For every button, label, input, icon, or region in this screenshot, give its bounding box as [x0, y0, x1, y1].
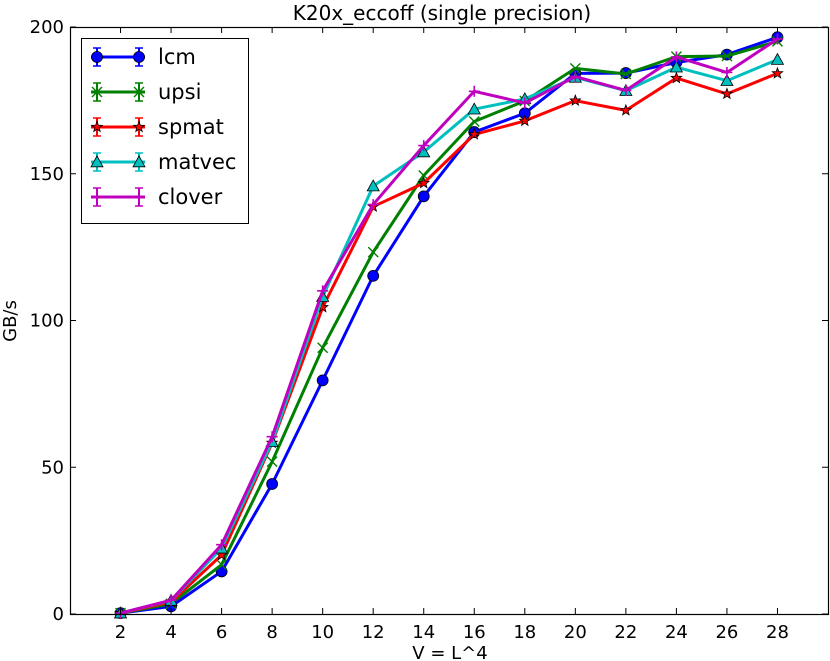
series-line-upsi: [120, 39, 778, 615]
data-point-upsi: [468, 116, 480, 128]
data-point-upsi: [317, 342, 329, 354]
x-tick-label: 6: [216, 622, 227, 643]
data-point-matvec: [770, 52, 785, 65]
legend-marker: [132, 120, 146, 133]
data-point-spmat: [619, 103, 633, 116]
data-point-upsi: [721, 50, 733, 62]
data-point-upsi: [620, 68, 632, 80]
legend-label: spmat: [158, 115, 224, 139]
data-point-spmat: [569, 94, 582, 107]
legend-label: lcm: [158, 45, 196, 69]
data-point-clover: [569, 71, 581, 83]
data-point-upsi: [266, 456, 278, 468]
data-point-clover: [620, 84, 632, 96]
x-tick-label: 28: [766, 622, 789, 643]
series-line-clover: [120, 37, 779, 615]
x-tick-label: 26: [715, 622, 738, 643]
x-tick-label: 2: [115, 622, 126, 643]
y-tick-label: 100: [30, 311, 64, 332]
legend-entry-clover: clover: [91, 185, 223, 209]
data-point-clover: [266, 431, 278, 443]
data-point-upsi: [216, 559, 228, 571]
series-layer: [113, 31, 785, 620]
legend-entry-spmat: spmat: [90, 115, 224, 139]
legend-marker: [91, 86, 103, 98]
data-point-matvec: [720, 73, 734, 86]
x-tick-label: 18: [513, 622, 536, 643]
legend: lcm upsi spmat matvec clover: [81, 38, 249, 224]
x-axis-label: V = L^4: [412, 643, 487, 661]
data-point-clover: [771, 33, 783, 45]
x-tick-label: 10: [311, 622, 334, 643]
x-tick-label: 16: [463, 622, 486, 643]
y-tick-label: 200: [30, 17, 64, 38]
legend-marker: [133, 86, 145, 98]
data-point-spmat: [417, 176, 431, 189]
series-matvec: [113, 52, 785, 619]
legend-label: clover: [158, 185, 223, 209]
series-clover: [115, 33, 783, 619]
x-tick-label: 14: [412, 622, 435, 643]
data-point-clover: [367, 199, 379, 211]
legend-entry-upsi: upsi: [91, 80, 201, 104]
x-tick-label: 20: [564, 622, 587, 643]
x-tick-label: 8: [266, 622, 277, 643]
legend-marker: [91, 51, 103, 63]
x-tick-label: 4: [165, 622, 176, 643]
legend-marker: [90, 120, 104, 133]
data-point-spmat: [518, 114, 532, 127]
data-point-lcm: [266, 478, 279, 490]
legend-marker: [91, 191, 103, 203]
data-point-lcm: [367, 269, 380, 282]
legend-marker: [133, 51, 145, 63]
x-tick-label: 24: [665, 622, 688, 643]
data-point-spmat: [670, 71, 683, 84]
data-point-clover: [165, 594, 177, 606]
legend-marker: [133, 191, 145, 203]
legend-marker: [132, 155, 146, 168]
x-tick-label: 22: [614, 622, 637, 643]
data-point-spmat: [720, 87, 734, 100]
y-axis-label: GB/s: [0, 300, 21, 342]
data-point-clover: [216, 539, 228, 551]
data-point-lcm: [417, 190, 430, 203]
data-point-clover: [721, 66, 733, 78]
data-point-clover: [468, 85, 480, 97]
legend-entry-matvec: matvec: [90, 150, 236, 174]
data-point-matvec: [467, 102, 481, 115]
y-tick-label: 50: [41, 457, 64, 478]
data-point-upsi: [367, 246, 379, 258]
series-line-matvec: [120, 58, 779, 615]
legend-label: matvec: [158, 150, 236, 174]
data-point-upsi: [569, 62, 581, 74]
y-tick-label: 150: [30, 164, 64, 185]
data-point-spmat: [467, 127, 481, 140]
data-point-clover: [418, 140, 430, 152]
x-tick-label: 12: [362, 622, 385, 643]
data-point-lcm: [316, 374, 329, 387]
data-point-spmat: [771, 66, 784, 79]
chart-title: K20x_eccoff (single precision): [293, 1, 591, 25]
data-point-matvec: [366, 179, 380, 192]
legend-entry-lcm: lcm: [91, 45, 196, 69]
data-point-clover: [317, 285, 329, 297]
data-point-matvec: [417, 145, 431, 158]
y-tick-label: 0: [53, 604, 64, 625]
data-point-matvec: [669, 60, 684, 73]
legend-label: upsi: [158, 80, 201, 104]
data-point-clover: [519, 97, 531, 109]
legend-marker: [90, 155, 104, 168]
data-point-clover: [670, 51, 682, 63]
legend-box: [81, 38, 249, 224]
series-line-spmat: [120, 71, 779, 615]
